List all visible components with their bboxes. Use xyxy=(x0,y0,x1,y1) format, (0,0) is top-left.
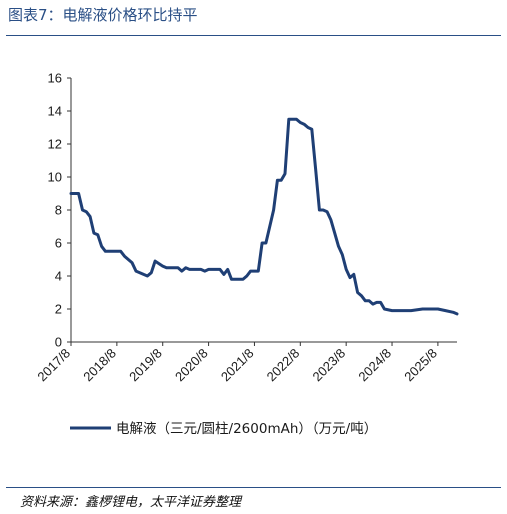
y-tick-label: 8 xyxy=(55,203,62,218)
y-tick-label: 0 xyxy=(55,335,62,350)
series-group xyxy=(69,117,459,316)
footer-divider xyxy=(6,487,501,488)
y-tick-label: 16 xyxy=(48,71,62,86)
y-tick-label: 2 xyxy=(55,302,62,317)
y-tick-label: 12 xyxy=(48,137,62,152)
y-tick-label: 14 xyxy=(48,104,62,119)
x-tick-label: 2017/8 xyxy=(34,346,73,385)
x-tick-label: 2022/8 xyxy=(264,346,303,385)
source-note: 资料来源：鑫椤锂电，太平洋证券整理 xyxy=(20,491,241,510)
chart-title: 图表7：电解液价格环比持平 xyxy=(8,6,198,24)
x-tick-label: 2020/8 xyxy=(172,346,211,385)
legend-label: 电解液（三元/圆柱/2600mAh）（万元/吨） xyxy=(116,421,377,437)
chart-axes xyxy=(70,78,457,343)
x-tick-label: 2018/8 xyxy=(80,346,119,385)
x-tick-label: 2025/8 xyxy=(401,346,440,385)
title-divider xyxy=(6,35,501,36)
x-axis-ticks: 2017/8 2018/8 2019/8 2020/8 2021/8 2022/8 2023… xyxy=(34,342,440,384)
y-tick-label: 10 xyxy=(48,170,62,185)
chart-legend: 电解液（三元/圆柱/2600mAh）（万元/吨） xyxy=(70,421,377,437)
y-tick-label: 6 xyxy=(55,236,62,251)
x-tick-label: 2023/8 xyxy=(310,346,349,385)
source-label: 资料来源： xyxy=(20,495,86,510)
y-axis-ticks: 0 2 4 6 8 10 12 14 16 xyxy=(48,71,71,350)
x-tick-label: 2021/8 xyxy=(218,346,257,385)
source-text: 鑫椤锂电，太平洋证券整理 xyxy=(85,495,242,510)
x-tick-label: 2024/8 xyxy=(355,346,394,385)
series-line xyxy=(69,117,459,316)
x-tick-label: 2019/8 xyxy=(126,346,165,385)
y-tick-label: 4 xyxy=(55,269,62,284)
